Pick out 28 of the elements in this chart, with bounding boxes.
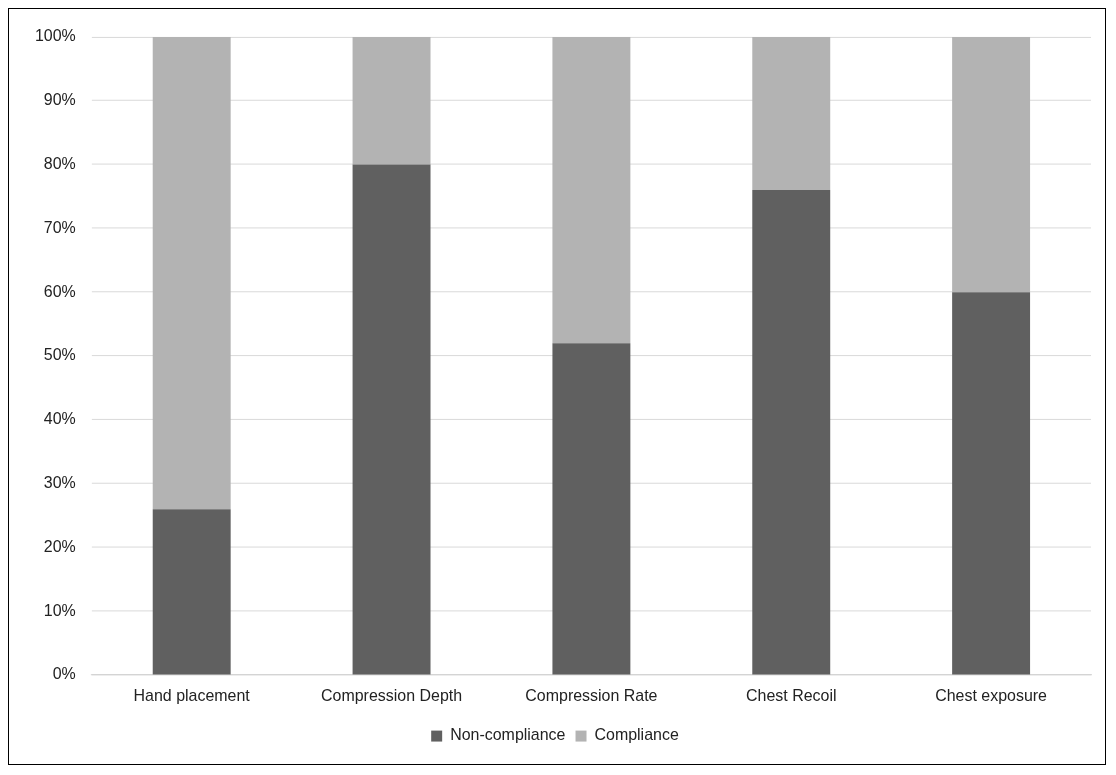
x-tick-label: Chest exposure [935, 686, 1048, 704]
y-tick-label: 100% [34, 27, 76, 45]
y-tick-label: 40% [43, 410, 76, 428]
y-tick-label: 10% [43, 601, 76, 619]
bar [552, 36, 631, 344]
bar [752, 36, 831, 191]
legend-label: Compliance [594, 726, 679, 744]
y-tick-label: 50% [43, 346, 76, 364]
y-tick-label: 60% [43, 282, 76, 300]
x-tick-label: Compression Rate [525, 686, 658, 704]
y-tick-label: 30% [43, 474, 76, 491]
bar [952, 36, 1031, 293]
bar [352, 36, 431, 165]
bar [152, 36, 231, 510]
x-tick-label: Compression Depth [321, 686, 463, 704]
y-tick-label: 80% [43, 154, 76, 172]
y-tick-label: 20% [43, 537, 76, 555]
bar [752, 190, 831, 675]
x-tick-label: Hand placement [133, 686, 251, 704]
bar [352, 164, 431, 675]
bar [552, 343, 631, 675]
legend-label: Non-compliance [450, 726, 566, 744]
bar [152, 509, 231, 675]
x-tick-label: Chest Recoil [746, 686, 837, 704]
bar [952, 292, 1031, 675]
y-tick-label: 90% [43, 91, 76, 109]
y-tick-label: 70% [43, 218, 76, 236]
y-tick-label: 0% [52, 665, 76, 683]
